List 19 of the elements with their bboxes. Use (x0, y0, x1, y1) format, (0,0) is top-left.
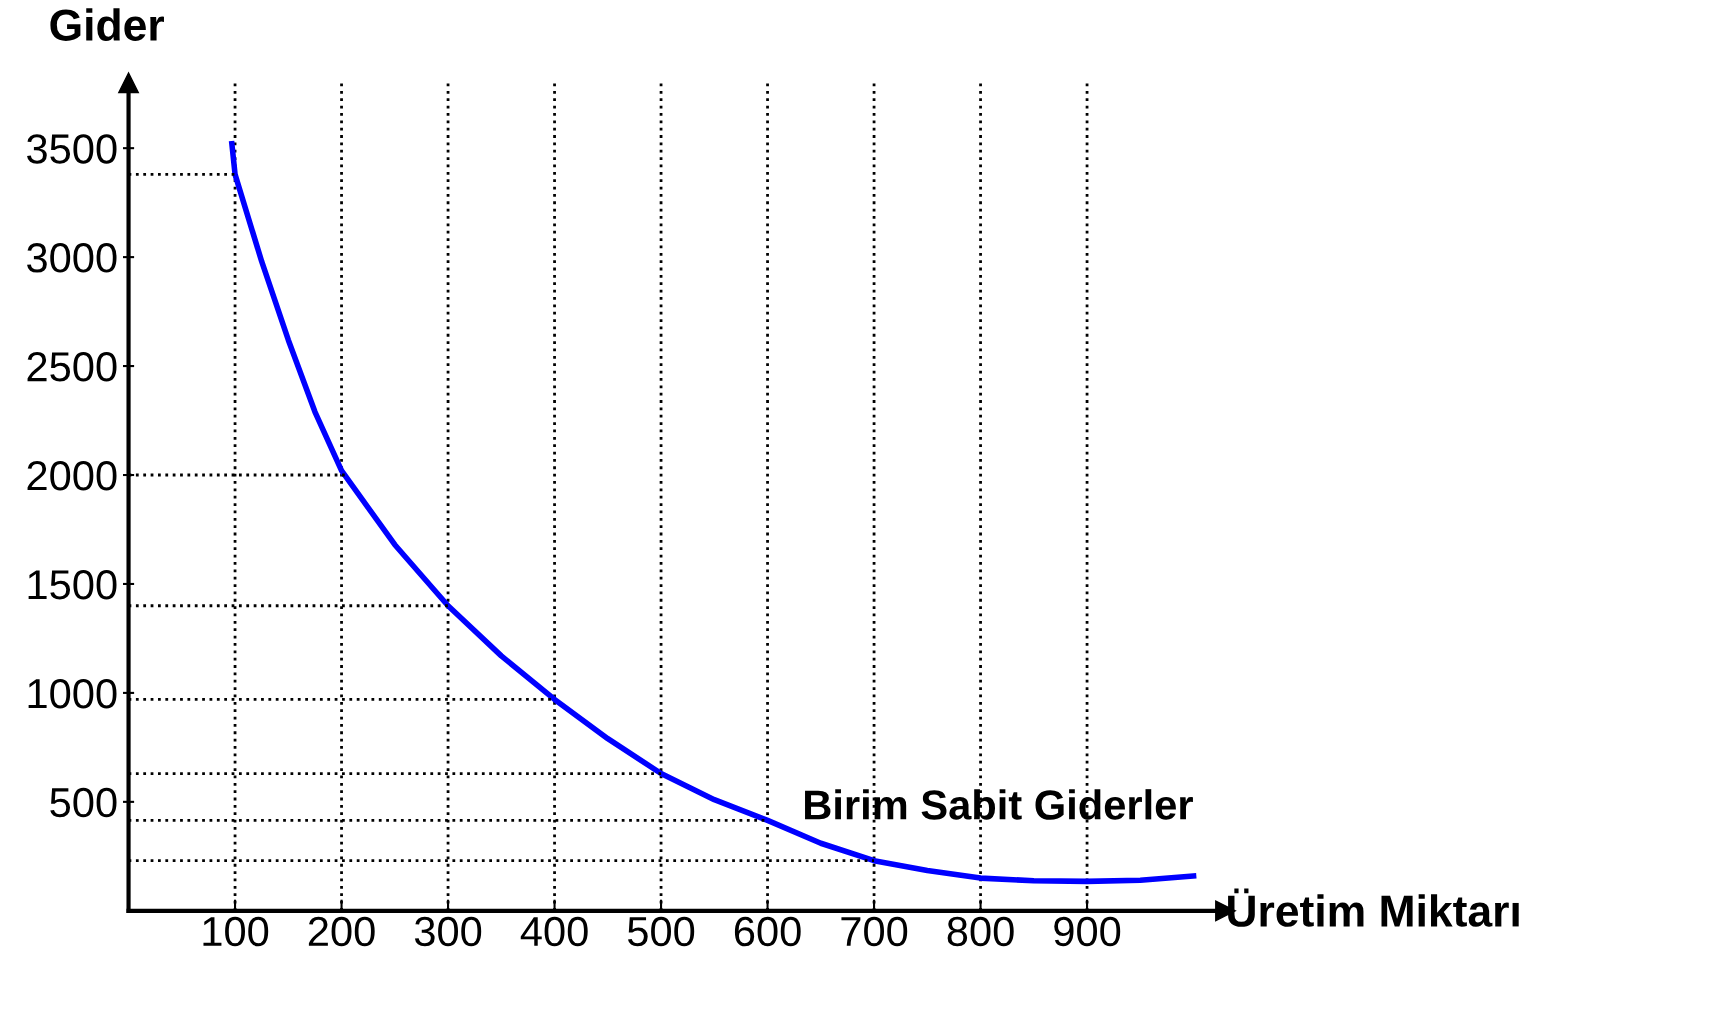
y-tick-label: 1500 (28, 569, 117, 600)
x-tick-label: 400 (520, 916, 588, 947)
y-tick-label: 3500 (27, 134, 117, 164)
y-tick-label: 1000 (28, 678, 117, 709)
x-tick-label: 800 (947, 916, 1014, 947)
x-tick-label: 600 (734, 916, 801, 947)
x-tick-label: 200 (308, 916, 375, 947)
y-tick-label: 2500 (27, 352, 117, 382)
x-tick-label: 700 (841, 916, 908, 947)
x-tick-label: 900 (1054, 916, 1121, 947)
y-tick-label: 2000 (27, 461, 117, 491)
y-axis-title: Gider (50, 8, 164, 41)
x-tick-label: 300 (414, 916, 482, 947)
x-axis-title: Üretim Miktarı (1228, 888, 1519, 927)
x-tick-label: 100 (203, 916, 269, 947)
y-tick-label: 500 (50, 787, 117, 818)
y-tick-label: 3000 (27, 243, 117, 273)
x-tick-label: 500 (627, 916, 695, 947)
series-label: Birim Sabit Giderler (805, 789, 1193, 820)
